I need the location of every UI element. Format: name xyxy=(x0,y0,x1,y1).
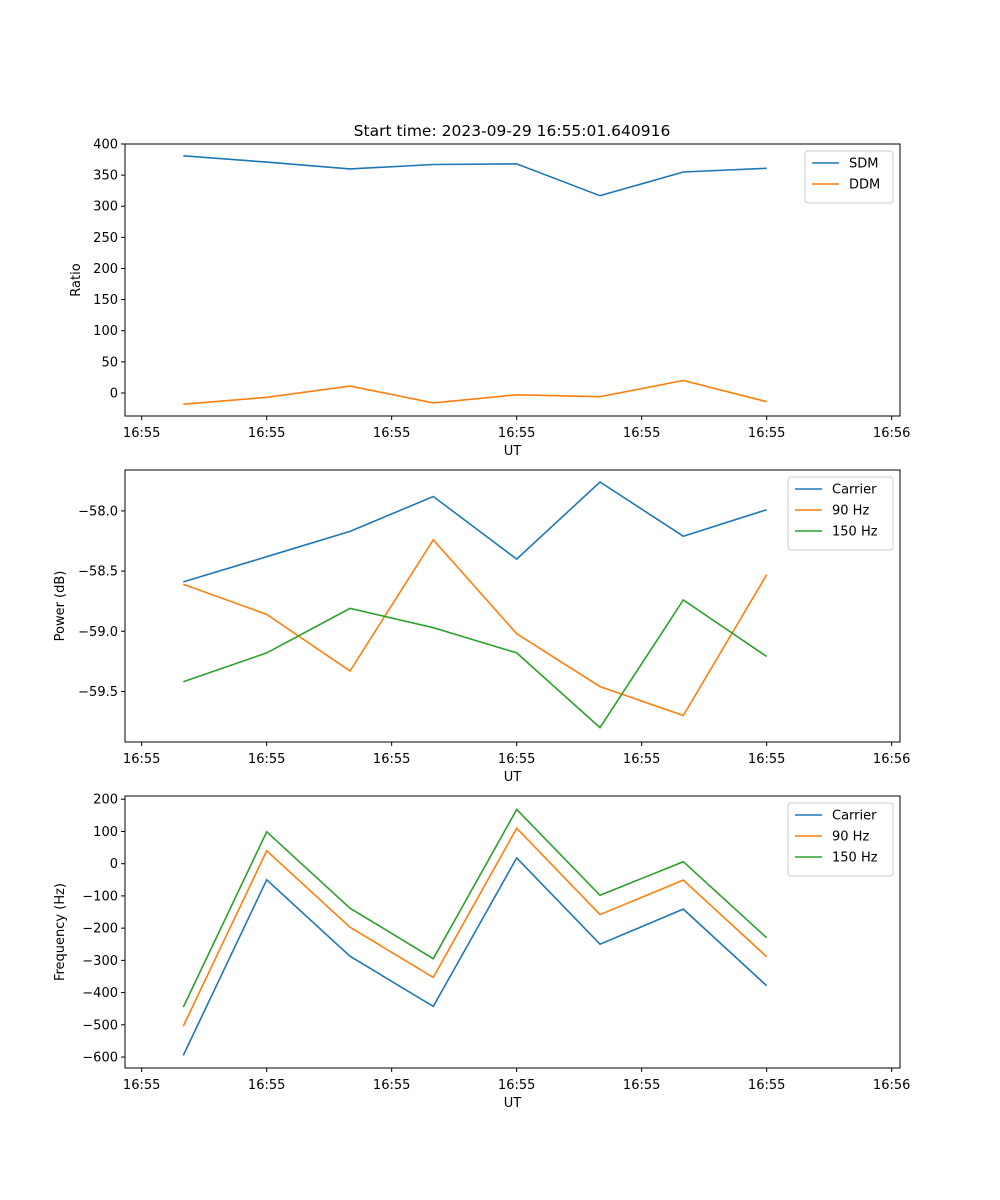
series-line-90-hz xyxy=(183,538,768,717)
y-tick-label: 50 xyxy=(101,355,118,370)
y-tick-label: −400 xyxy=(82,986,118,1001)
x-tick-label: 16:55 xyxy=(748,752,785,767)
series-line-sdm xyxy=(183,155,767,197)
series-line-150-hz xyxy=(183,598,768,729)
legend-label: DDM xyxy=(849,178,880,193)
y-tick-label: −59.0 xyxy=(78,625,118,640)
subplot-ratio: 0 50 100 150 200 250 300 350 400 16:55 16:55 16:55 1… xyxy=(69,138,910,460)
legend: Carrier 90 Hz 150 Hz xyxy=(787,802,894,877)
legend-label: Carrier xyxy=(832,483,877,498)
x-tick-label: 16:55 xyxy=(373,752,410,767)
axes-frame xyxy=(124,143,901,417)
y-tick-label: 200 xyxy=(93,262,118,277)
y-tick-label: 100 xyxy=(93,324,118,339)
y-axis-label: Frequency (Hz) xyxy=(53,883,68,981)
y-tick-label: −58.0 xyxy=(78,504,118,519)
y-tick-label: −58.5 xyxy=(78,565,118,580)
x-tick-label: 16:55 xyxy=(123,1078,160,1093)
axes-frame xyxy=(124,795,901,1069)
legend-box xyxy=(804,150,894,204)
x-tick-label: 16:55 xyxy=(248,1078,285,1093)
x-tick-label: 16:55 xyxy=(373,1078,410,1093)
y-tick-label: −59.5 xyxy=(78,685,118,700)
axes-frame xyxy=(124,469,901,743)
y-tick-label: −500 xyxy=(82,1018,118,1033)
subplot-frequency: −600 −500 −400 −300 −200 −100 0 100 200 16:55 16:5… xyxy=(53,793,910,1111)
x-tick-label: 16:55 xyxy=(123,426,160,441)
x-tick-label: 16:55 xyxy=(498,426,535,441)
y-tick-label: 100 xyxy=(93,825,118,840)
y-tick-label: 350 xyxy=(93,169,118,184)
series-line-150-hz xyxy=(182,808,768,1008)
legend-label: 150 Hz xyxy=(832,851,878,866)
x-tick-label: 16:56 xyxy=(873,1078,910,1093)
x-tick-label: 16:55 xyxy=(748,1078,785,1093)
x-tick-label: 16:56 xyxy=(873,752,910,767)
x-tick-label: 16:55 xyxy=(623,426,660,441)
x-axis-label: UT xyxy=(504,444,522,459)
y-axis-label: Power (dB) xyxy=(53,571,68,642)
series-line-carrier xyxy=(183,480,767,583)
y-tick-label: −200 xyxy=(82,922,118,937)
legend-label: 150 Hz xyxy=(832,525,878,540)
x-tick-label: 16:55 xyxy=(498,1078,535,1093)
x-tick-label: 16:55 xyxy=(123,752,160,767)
y-tick-label: 0 xyxy=(110,386,118,401)
x-tick-label: 16:55 xyxy=(748,426,785,441)
subplots: 0 50 100 150 200 250 300 350 400 16:55 16:55 16:55 1… xyxy=(53,138,910,1112)
legend-label: 90 Hz xyxy=(832,504,869,519)
y-tick-label: −300 xyxy=(82,954,118,969)
legend: Carrier 90 Hz 150 Hz xyxy=(787,476,894,551)
x-tick-label: 16:55 xyxy=(623,1078,660,1093)
y-tick-label: 300 xyxy=(93,200,118,215)
x-tick-label: 16:56 xyxy=(873,426,910,441)
x-axis-label: UT xyxy=(504,770,522,785)
y-tick-label: 400 xyxy=(93,138,118,153)
x-tick-label: 16:55 xyxy=(623,752,660,767)
y-tick-label: 200 xyxy=(93,793,118,808)
legend-label: Carrier xyxy=(832,809,877,824)
y-axis-label: Ratio xyxy=(69,263,84,296)
y-tick-label: 150 xyxy=(93,293,118,308)
y-tick-label: 0 xyxy=(110,857,118,872)
x-tick-label: 16:55 xyxy=(498,752,535,767)
x-tick-label: 16:55 xyxy=(248,426,285,441)
x-tick-label: 16:55 xyxy=(373,426,410,441)
y-tick-label: −100 xyxy=(82,889,118,904)
x-axis-label: UT xyxy=(504,1096,522,1111)
series-line-90-hz xyxy=(182,826,768,1027)
subplot-power: −59.5 −59.0 −58.5 −58.0 16:55 16:55 16:55 16:55… xyxy=(53,469,910,785)
x-tick-label: 16:55 xyxy=(248,752,285,767)
series-line-carrier xyxy=(182,856,768,1056)
legend-label: 90 Hz xyxy=(832,830,869,845)
y-tick-label: 250 xyxy=(93,231,118,246)
series-line-ddm xyxy=(183,379,767,405)
legend: SDM DDM xyxy=(804,150,894,204)
y-tick-label: −600 xyxy=(82,1051,118,1066)
legend-label: SDM xyxy=(849,157,878,172)
figure-title: Start time: 2023-09-29 16:55:01.640916 xyxy=(354,122,671,140)
